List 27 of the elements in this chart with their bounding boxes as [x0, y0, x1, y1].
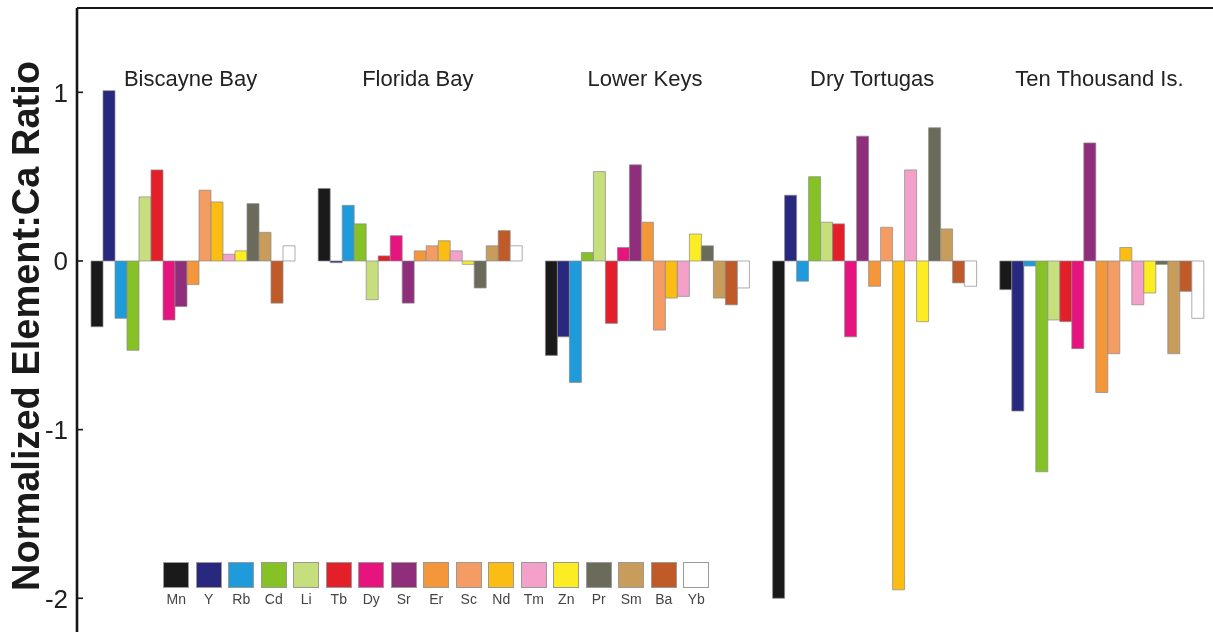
legend-label: Tm	[523, 591, 544, 607]
legend-label: Sr	[396, 591, 411, 607]
legend-label: Mn	[166, 591, 186, 607]
legend-label: Pr	[591, 591, 606, 607]
x-tick-label: Biscayne Bay	[123, 65, 258, 91]
x-tick-label: Dry Tortugas	[810, 65, 935, 91]
x-tick-label: Ten Thousand Is.	[1015, 65, 1184, 91]
x-tick-label: Lower Keys	[587, 65, 703, 91]
y-tick-label: 0	[53, 246, 68, 277]
legend-label: Sc	[460, 591, 477, 607]
y-axis-title: Normalized Element:Ca Ratio	[5, 61, 47, 591]
y-tick-label: 1	[53, 77, 68, 108]
legend-label: Yb	[687, 591, 705, 607]
legend-label: Sm	[620, 591, 642, 607]
x-tick-label: Florida Bay	[362, 65, 474, 91]
y-tick-label: -2	[44, 583, 68, 614]
legend-label: Cd	[264, 591, 283, 607]
y-tick-label: -1	[44, 414, 68, 445]
legend-label: Rb	[232, 591, 251, 607]
legend-label: Ba	[655, 591, 673, 607]
legend-label: Li	[300, 591, 312, 607]
legend-label: Dy	[362, 591, 380, 607]
legend-label: Er	[429, 591, 444, 607]
legend-label: Zn	[558, 591, 575, 607]
legend-label: Nd	[492, 591, 511, 607]
legend-label: Y	[204, 591, 214, 607]
legend-label: Tb	[330, 591, 347, 607]
